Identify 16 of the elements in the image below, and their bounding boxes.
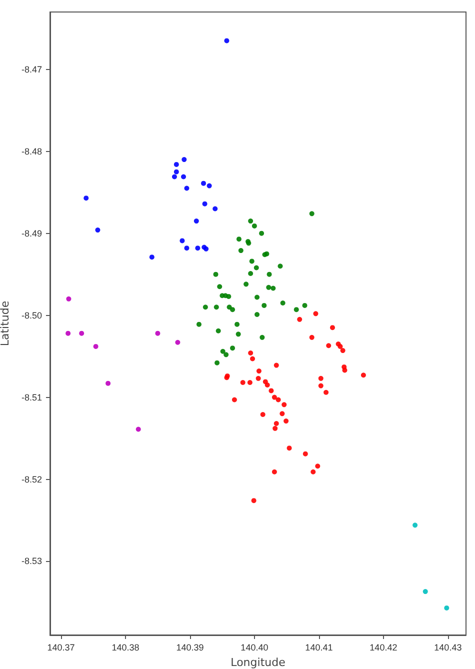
y-axis-title: Latitude [0,300,12,346]
x-tick-label: 140.40 [240,642,268,652]
y-tick-label: -8.53 [21,556,42,566]
y-tick-label: -8.50 [21,310,42,320]
x-tick-label: 140.42 [370,642,398,652]
y-tick-label: -8.48 [21,146,42,156]
y-tick-label: -8.51 [21,392,42,402]
x-tick-label: 140.41 [305,642,333,652]
y-tick-label: -8.49 [21,228,42,238]
x-tick-label: 140.37 [47,642,75,652]
x-tick-label: 140.38 [112,642,140,652]
x-tick-label: 140.43 [434,642,462,652]
x-axis-title: Longitude [230,656,286,669]
y-tick-label: -8.52 [21,474,42,484]
x-tick-label: 140.39 [176,642,204,652]
y-tick-label: -8.47 [21,64,42,74]
